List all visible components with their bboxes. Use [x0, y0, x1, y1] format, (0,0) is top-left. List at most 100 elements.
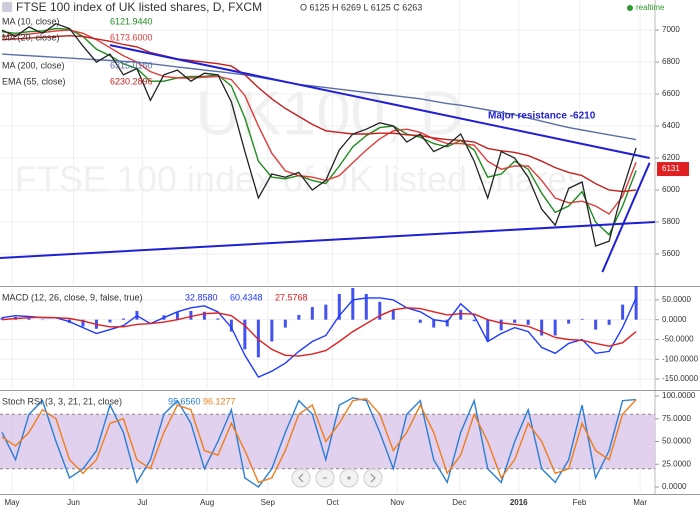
histogram-bar [621, 304, 625, 320]
histogram-bar [121, 318, 125, 320]
band [0, 414, 655, 469]
y-tick-label: -100.0000 [662, 354, 699, 363]
histogram-bar [432, 319, 436, 328]
legend-value: 60.4348 [230, 292, 263, 302]
series-line [1, 397, 637, 484]
status-dot [627, 5, 633, 11]
ohlc: O 6125 H 6269 L 6125 C 6263 [300, 2, 422, 12]
histogram-bar [634, 286, 638, 320]
histogram-bar [472, 319, 476, 322]
y-tick-label: 5800 [662, 217, 680, 226]
histogram-bar [189, 310, 193, 320]
price-label-box [657, 162, 689, 177]
y-tick-label: 75.0000 [662, 414, 691, 423]
control-icons [298, 473, 376, 483]
x-tick-label: Oct [326, 498, 339, 507]
watermark: FTSE 100 index of UK listed shares [15, 159, 585, 200]
trend-line [601, 162, 651, 273]
histogram-bar [27, 318, 31, 320]
scroll-right[interactable] [363, 468, 383, 488]
histogram-bar [445, 319, 449, 327]
x-tick-label: Nov [390, 498, 404, 507]
legend-label: MA (20, close) [2, 32, 60, 42]
trend-line [109, 44, 650, 159]
legend-value: 6173.6000 [110, 32, 153, 42]
trend-line [0, 220, 656, 259]
y-tick-label: 7000 [662, 25, 680, 34]
price-line [1, 22, 637, 247]
histogram-bar [175, 311, 179, 320]
histogram-bar [283, 319, 287, 328]
y-tick-label: 25.0000 [662, 459, 691, 468]
histogram-bar [580, 318, 584, 320]
x-tick-label: Feb [573, 498, 587, 507]
histogram-bar [540, 319, 544, 336]
histogram-bar [553, 319, 557, 336]
x-tick-label: 2016 [510, 498, 528, 507]
y-tick-label: -150.0000 [662, 374, 699, 383]
y-tick-label: 6800 [662, 57, 680, 66]
legend-label: MA (10, close) [2, 16, 60, 26]
y-tick-label: 50.0000 [662, 295, 691, 304]
price-label: 6131 [662, 164, 680, 173]
histogram-bar [486, 319, 490, 342]
histogram-bar [459, 309, 463, 320]
legend-value: 6315.0150 [110, 60, 153, 70]
annotation: Major resistance -6210 [488, 111, 596, 122]
histogram-bar [594, 319, 598, 330]
scroll-left[interactable] [291, 468, 311, 488]
y-tick-label: 6600 [662, 89, 680, 98]
x-tick-label: Aug [200, 498, 214, 507]
x-tick-label: May [4, 498, 19, 507]
series-line [1, 297, 637, 378]
series-line [1, 53, 637, 141]
histogram-bar [81, 319, 85, 327]
legend-label: Stoch RSI (3, 3, 21, 21, close) [2, 396, 122, 406]
y-tick-label: 5600 [662, 249, 680, 258]
histogram-bar [270, 319, 274, 342]
legend-value: 96.1277 [203, 396, 236, 406]
status: realtime [636, 3, 665, 12]
chart-title: FTSE 100 index of UK listed shares, D, F… [16, 0, 262, 14]
histogram-bar [202, 311, 206, 320]
legend-value: 95.6560 [168, 396, 201, 406]
y-tick-label: 6400 [662, 121, 680, 130]
histogram-bar [513, 319, 517, 323]
histogram-bar [310, 307, 314, 320]
histogram-bar [364, 293, 368, 320]
x-tick-label: Jun [67, 498, 80, 507]
series-line [1, 307, 637, 357]
series-line [1, 34, 637, 193]
histogram-bar [216, 318, 220, 320]
histogram-bar [607, 319, 611, 325]
histogram-bar [0, 317, 4, 320]
symbol-icon [2, 2, 12, 12]
y-tick-label: 100.0000 [662, 391, 696, 400]
legend-label: EMA (55, close) [2, 76, 66, 86]
legend-value: 6121.9440 [110, 16, 153, 26]
series-line [1, 27, 637, 236]
scroll-controls[interactable] [291, 468, 383, 488]
y-tick-label: 0.0000 [662, 482, 687, 491]
histogram-bar [324, 304, 328, 320]
histogram-bar [391, 309, 395, 320]
histogram-bar [229, 319, 233, 332]
x-tick-label: Sep [261, 498, 276, 507]
histogram-bar [526, 319, 530, 325]
y-tick-label: 50.0000 [662, 437, 691, 446]
histogram-bar [243, 319, 247, 350]
legend-value: 32.8580 [185, 292, 218, 302]
y-tick-label: -50.0000 [662, 335, 694, 344]
x-tick-label: Dec [452, 498, 466, 507]
y-tick-label: 0.0000 [662, 315, 687, 324]
legend-value: 27.5768 [275, 292, 308, 302]
histogram-bar [418, 319, 422, 323]
histogram-bar [499, 319, 503, 331]
x-tick-label: Jul [137, 498, 147, 507]
series-line [1, 29, 637, 215]
histogram-bar [567, 319, 571, 324]
legend-value: 6230.2896 [110, 76, 153, 86]
histogram-bar [378, 301, 382, 320]
